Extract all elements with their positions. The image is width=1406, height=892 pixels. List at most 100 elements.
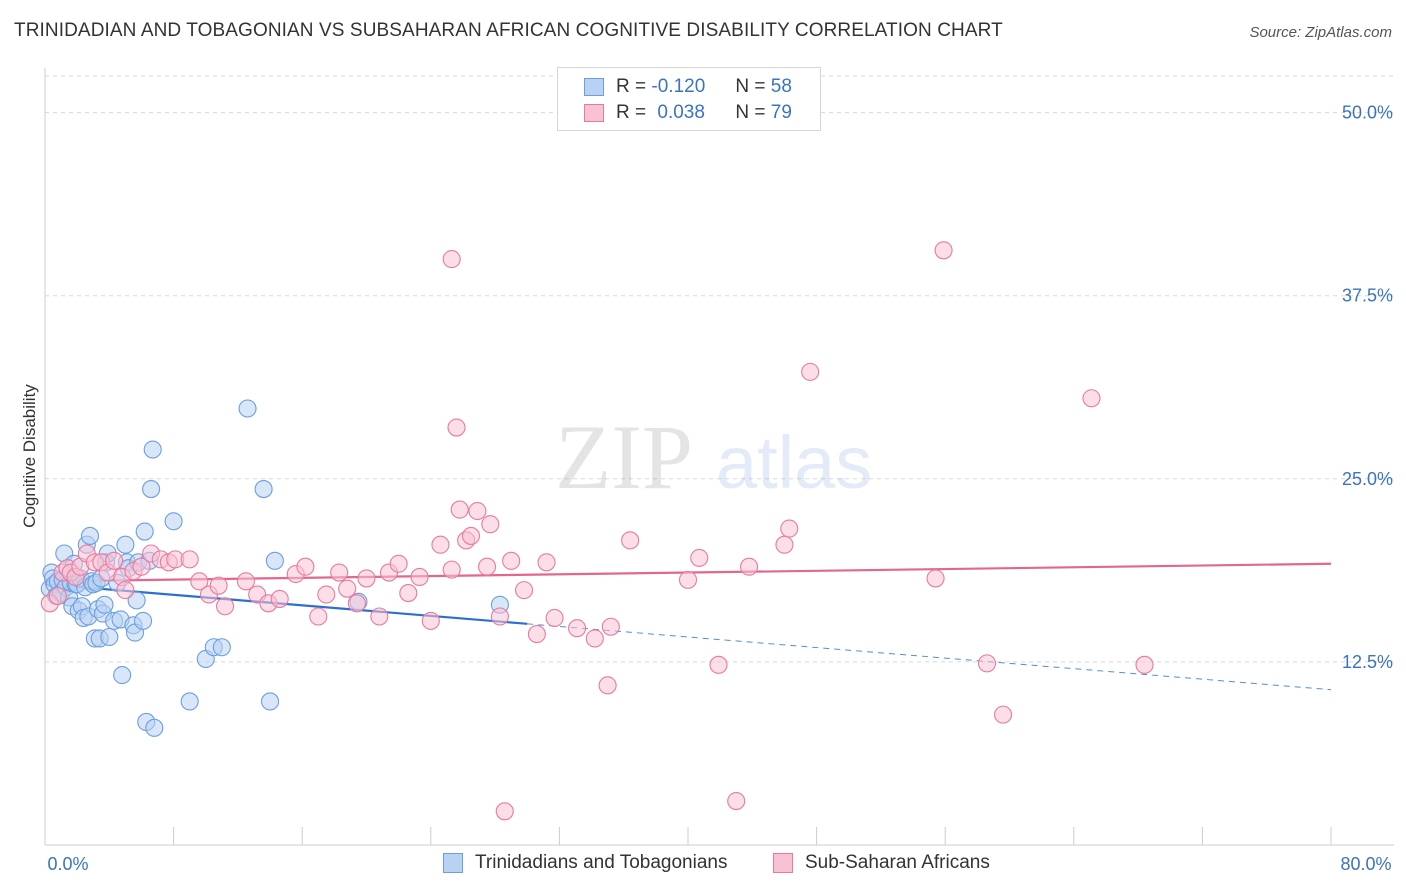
legend-label: Sub-Saharan Africans — [805, 852, 990, 873]
point-subsaharan — [545, 608, 564, 628]
point-trinidadian — [180, 692, 199, 711]
point-subsaharan — [442, 560, 461, 579]
chart-title: TRINIDADIAN AND TOBAGONIAN VS SUBSAHARAN… — [14, 20, 1003, 41]
point-subsaharan — [389, 554, 408, 573]
point-trinidadian — [135, 522, 154, 541]
point-trinidadian — [143, 440, 162, 459]
point-subsaharan — [709, 655, 728, 674]
point-trinidadian — [164, 512, 183, 531]
legend-swatch-pink — [773, 853, 793, 873]
point-trinidadian — [113, 666, 132, 685]
point-subsaharan — [132, 557, 151, 576]
legend-n-label: N = — [735, 102, 766, 123]
point-trinidadian — [127, 591, 146, 610]
x-tick-label: 80.0% — [1340, 854, 1391, 874]
point-subsaharan — [727, 792, 746, 811]
point-subsaharan — [338, 579, 357, 598]
point-subsaharan — [926, 569, 945, 588]
point-subsaharan — [601, 617, 620, 636]
point-subsaharan — [598, 676, 617, 695]
point-trinidadian — [80, 526, 100, 545]
point-subsaharan — [502, 551, 521, 570]
point-subsaharan — [399, 584, 418, 603]
point-subsaharan — [468, 501, 487, 521]
point-subsaharan — [209, 576, 228, 595]
data-points — [40, 241, 1154, 821]
point-subsaharan — [215, 597, 235, 616]
point-subsaharan — [48, 586, 67, 606]
legend-label: Trinidadians and Tobagonians — [475, 852, 728, 873]
point-subsaharan — [934, 241, 953, 260]
y-tick-label: 12.5% — [1342, 652, 1393, 672]
point-subsaharan — [495, 802, 514, 821]
point-subsaharan — [461, 526, 481, 545]
legend-r-label: R = — [616, 76, 647, 97]
point-subsaharan — [296, 557, 315, 576]
point-subsaharan — [994, 705, 1013, 724]
point-subsaharan — [317, 585, 336, 604]
point-subsaharan — [1135, 655, 1154, 674]
y-axis-label: Cognitive Disability — [20, 384, 39, 528]
point-subsaharan — [421, 611, 440, 630]
point-subsaharan — [190, 572, 209, 591]
trend-line-blue-extension — [527, 623, 1332, 691]
point-subsaharan — [678, 570, 698, 589]
point-subsaharan — [740, 557, 759, 576]
legend-swatch-blue — [584, 78, 604, 96]
point-trinidadian — [212, 638, 231, 657]
point-subsaharan — [490, 607, 509, 626]
legend-item-subsaharan: Sub-Saharan Africans — [773, 852, 990, 874]
legend-row-blue: R = -0.120 N = 58 — [584, 75, 792, 99]
y-tick-label: 25.0% — [1342, 469, 1393, 489]
point-subsaharan — [527, 625, 546, 644]
point-subsaharan — [116, 581, 135, 600]
point-trinidadian — [134, 611, 153, 630]
point-subsaharan — [977, 654, 997, 673]
point-subsaharan — [585, 629, 604, 648]
axes — [44, 68, 1394, 846]
point-subsaharan — [780, 519, 799, 538]
legend-r-label: R = — [616, 102, 647, 123]
y-tick-label: 37.5% — [1342, 286, 1393, 306]
point-subsaharan — [347, 594, 366, 613]
point-subsaharan — [514, 581, 534, 600]
point-trinidadian — [95, 595, 114, 614]
point-trinidadian — [260, 692, 280, 711]
legend-r-value: -0.120 — [651, 76, 706, 97]
legend-swatch-pink — [584, 104, 604, 122]
legend-swatch-blue — [443, 853, 463, 873]
point-subsaharan — [105, 551, 124, 570]
point-subsaharan — [447, 418, 466, 437]
point-trinidadian — [145, 718, 164, 737]
tick-labels: 12.5% 25.0% 37.5% 50.0% 0.0% 80.0% — [47, 103, 1393, 874]
source-label: Source: ZipAtlas.com — [1249, 24, 1392, 41]
point-subsaharan — [370, 607, 389, 626]
point-subsaharan — [775, 535, 794, 554]
point-subsaharan — [309, 607, 328, 626]
point-trinidadian — [265, 551, 284, 570]
point-subsaharan — [236, 572, 255, 591]
point-subsaharan — [1082, 389, 1101, 408]
point-subsaharan — [690, 548, 709, 567]
stats-legend: R = -0.120 N = 58 R = 0.038 N = 79 — [557, 67, 821, 131]
point-subsaharan — [801, 362, 820, 381]
point-subsaharan — [568, 619, 587, 638]
legend-n-value: 79 — [770, 102, 792, 123]
watermark-zip: ZIP — [555, 406, 693, 508]
point-subsaharan — [330, 563, 349, 582]
point-subsaharan — [270, 589, 289, 608]
x-tick-label: 0.0% — [47, 854, 88, 874]
point-subsaharan — [450, 500, 469, 519]
point-subsaharan — [481, 515, 500, 534]
watermark: ZIP atlas — [555, 406, 872, 508]
point-subsaharan — [431, 535, 450, 554]
point-subsaharan — [537, 553, 556, 572]
point-trinidadian — [238, 399, 257, 418]
legend-item-trinidadians: Trinidadians and Tobagonians — [443, 852, 727, 874]
y-tick-label: 50.0% — [1342, 103, 1393, 123]
point-trinidadian — [142, 480, 161, 499]
point-subsaharan — [621, 531, 640, 550]
point-subsaharan — [442, 250, 461, 269]
watermark-atlas: atlas — [716, 421, 872, 504]
